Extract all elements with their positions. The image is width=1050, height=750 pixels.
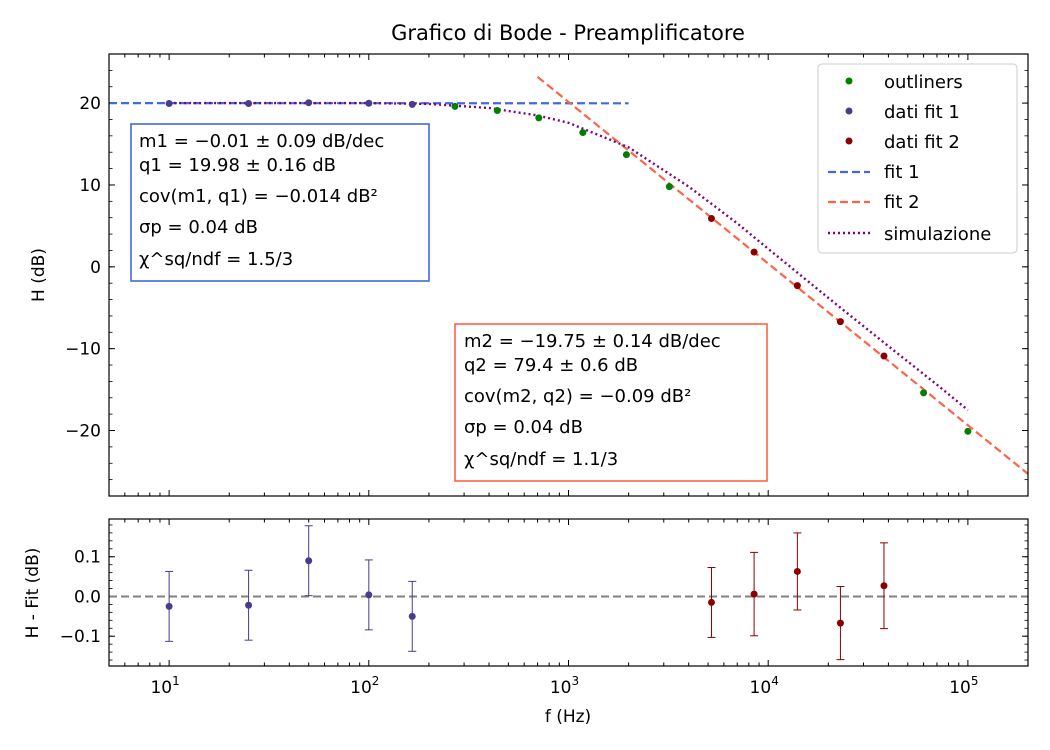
legend-frame <box>817 63 1018 254</box>
data-point-series-0 <box>535 114 543 122</box>
fit1-chisq-text: χ^sq/ndf = 1.5/3 <box>139 249 293 270</box>
fit2-intercept-text: q2 = 79.4 ± 0.6 dB <box>464 355 638 376</box>
top-plot-area <box>109 76 1028 475</box>
fit2-sigma-text: σp = 0.04 dB <box>464 417 583 438</box>
fit2-slope-text: m2 = −19.75 ± 0.14 dB/dec <box>464 331 721 352</box>
y-tick-label: 0 <box>90 258 101 278</box>
fit1-sigma-text: σp = 0.04 dB <box>139 217 258 238</box>
y-tick-label: −20 <box>65 422 101 442</box>
residual-point-series-1 <box>793 567 801 575</box>
legend-swatch-outliners <box>845 77 853 85</box>
residual-point-series-1 <box>750 590 758 598</box>
bottom-y-axis-label: H - Fit (dB) <box>23 548 43 639</box>
data-point-series-1 <box>408 100 416 108</box>
data-point-series-2 <box>880 352 888 360</box>
series-line-4 <box>536 76 1028 475</box>
data-point-series-1 <box>365 99 373 107</box>
x-tick-label: 104 <box>750 674 779 698</box>
residual-point-series-1 <box>836 619 844 627</box>
y-tick-label: 0.0 <box>74 587 101 607</box>
residual-point-series-0 <box>365 591 373 599</box>
fit1-parameter-box: m1 = −0.01 ± 0.09 dB/dec q1 = 19.98 ± 0.… <box>130 123 430 282</box>
y-tick-label: −0.1 <box>60 627 101 647</box>
bottom-plot-area <box>109 525 1028 661</box>
data-point-series-0 <box>964 427 972 435</box>
x-tick-label: 105 <box>949 674 978 698</box>
chart-title: Grafico di Bode - Preamplificatore <box>391 21 745 45</box>
y-tick-label: 20 <box>79 94 101 114</box>
fit1-box-border <box>130 123 430 282</box>
data-point-series-0 <box>622 151 630 159</box>
legend-label-fit1-line: fit 1 <box>884 162 920 183</box>
fit1-cov-text: cov(m1, q1) = −0.014 dB² <box>139 186 378 207</box>
legend-label-fit2-data: dati fit 2 <box>884 132 960 153</box>
residual-point-series-0 <box>245 601 253 609</box>
legend-label-fit2-line: fit 2 <box>884 192 920 213</box>
residual-point-series-0 <box>408 612 416 620</box>
bottom-plot-frame <box>108 518 1029 667</box>
data-point-series-2 <box>707 215 715 223</box>
legend: outliners dati fit 1 dati fit 2 fit 1 fi… <box>817 63 1018 254</box>
data-point-series-1 <box>165 100 173 108</box>
fit1-intercept-text: q1 = 19.98 ± 0.16 dB <box>139 155 336 176</box>
top-axis-ticks: 20 10 0 −10 −20 <box>65 53 1029 497</box>
data-point-series-0 <box>493 106 501 114</box>
data-point-series-0 <box>451 102 459 110</box>
series-line-5 <box>169 101 969 412</box>
fit1-slope-text: m1 = −0.01 ± 0.09 dB/dec <box>139 131 384 152</box>
top-plot-frame <box>108 53 1029 497</box>
data-point-series-1 <box>305 99 313 107</box>
legend-label-outliners: outliners <box>884 72 963 93</box>
x-tick-label: 102 <box>350 674 379 698</box>
residual-point-series-1 <box>880 582 888 590</box>
data-point-series-2 <box>836 318 844 326</box>
x-axis-label: f (Hz) <box>545 707 591 727</box>
fit2-parameter-box: m2 = −19.75 ± 0.14 dB/dec q2 = 79.4 ± 0.… <box>454 323 768 482</box>
y-tick-label: −10 <box>65 340 101 360</box>
data-point-series-0 <box>920 389 928 397</box>
fit2-box-border <box>454 323 768 482</box>
data-point-series-1 <box>245 100 253 108</box>
top-y-axis-label: H (dB) <box>29 248 49 302</box>
data-point-series-2 <box>750 248 758 256</box>
data-point-series-0 <box>579 129 587 137</box>
y-tick-label: 10 <box>79 176 101 196</box>
data-point-series-2 <box>793 282 801 290</box>
fit2-cov-text: cov(m2, q2) = −0.09 dB² <box>464 386 691 407</box>
data-point-series-0 <box>665 183 673 191</box>
legend-label-simulation: simulazione <box>884 224 991 245</box>
legend-swatch-fit1-data <box>845 107 853 115</box>
residual-point-series-1 <box>707 598 715 606</box>
x-tick-label: 101 <box>150 674 179 698</box>
y-tick-label: 0.1 <box>74 548 101 568</box>
legend-label-fit1-data: dati fit 1 <box>884 102 960 123</box>
residual-point-series-0 <box>305 557 313 565</box>
x-tick-label: 103 <box>550 674 579 698</box>
residual-point-series-0 <box>165 602 173 610</box>
fit2-chisq-text: χ^sq/ndf = 1.1/3 <box>464 449 618 470</box>
bottom-axis-ticks: 101 102 103 104 105 0.1 0.0 −0.1 <box>60 519 1029 698</box>
legend-swatch-fit2-data <box>845 137 853 145</box>
